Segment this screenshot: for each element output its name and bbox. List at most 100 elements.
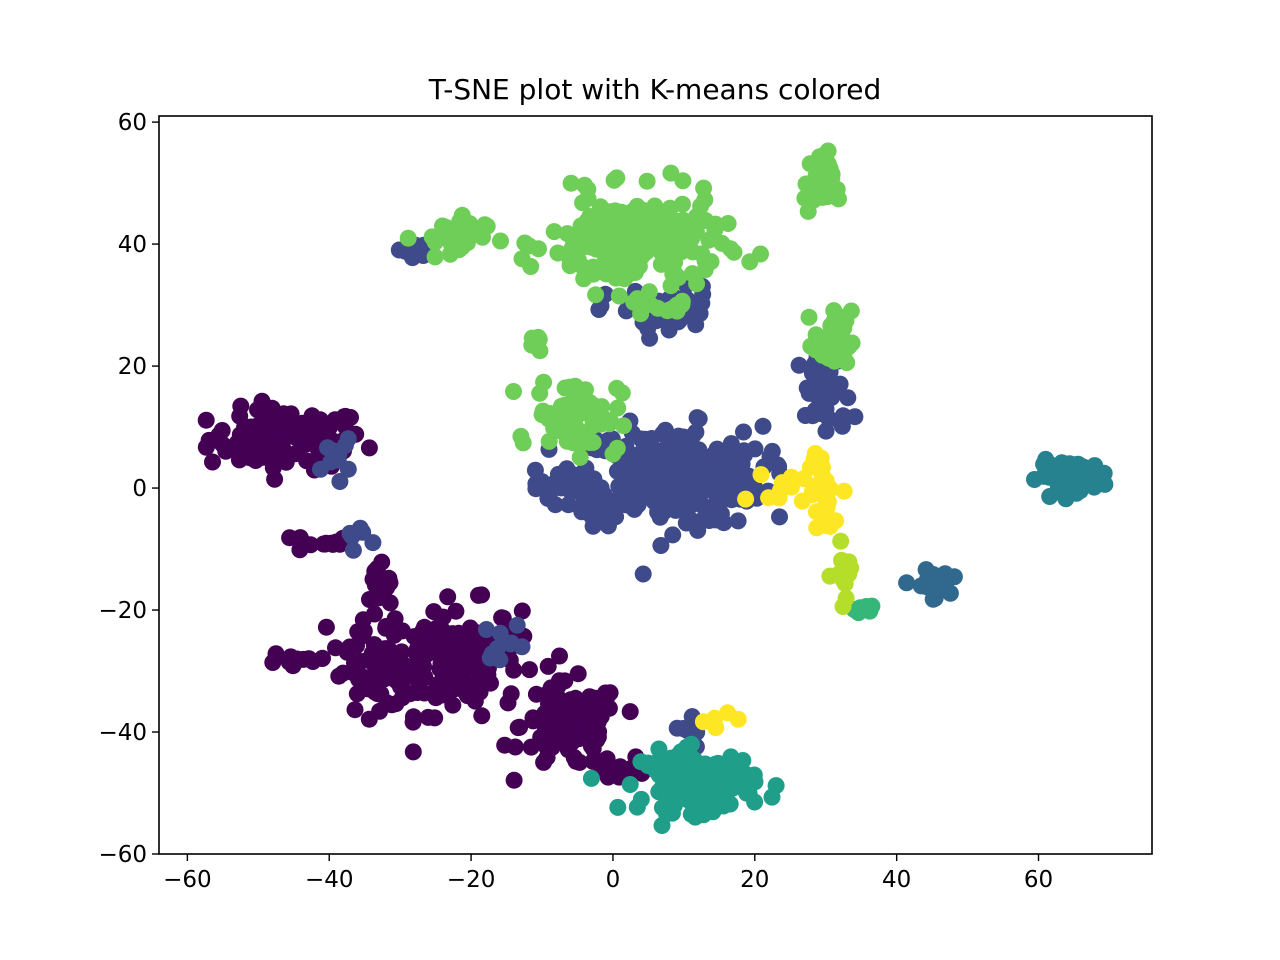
- scatter-point: [549, 465, 567, 483]
- scatter-point: [790, 356, 808, 374]
- scatter-point: [255, 424, 273, 442]
- scatter-point: [608, 462, 626, 480]
- scatter-point: [721, 757, 739, 775]
- scatter-point: [582, 769, 600, 787]
- scatter-point: [817, 422, 835, 440]
- scatter-point: [735, 423, 752, 441]
- scatter-point: [491, 624, 509, 642]
- scatter-point: [729, 710, 747, 728]
- scatter-point: [516, 234, 534, 252]
- scatter-point: [556, 379, 574, 397]
- scatter-point: [492, 232, 509, 250]
- scatter-point: [708, 440, 726, 458]
- scatter-point: [586, 713, 604, 731]
- cluster-1-group: [312, 430, 357, 490]
- scatter-point: [586, 701, 603, 719]
- scatter-point: [568, 242, 586, 260]
- scatter-point: [562, 174, 580, 192]
- scatter-point: [331, 473, 349, 490]
- scatter-point: [662, 164, 680, 182]
- y-tick-label: 60: [118, 110, 147, 136]
- scatter-point: [627, 233, 645, 251]
- scatter-point: [770, 457, 788, 475]
- scatter-point: [330, 667, 348, 685]
- scatter-point: [621, 478, 639, 496]
- scatter-point: [659, 787, 677, 805]
- scatter-point: [204, 453, 221, 471]
- scatter-point: [651, 242, 669, 260]
- scatter-point: [346, 701, 364, 719]
- scatter-point: [493, 609, 511, 627]
- scatter-point: [434, 644, 452, 662]
- scatter-point: [838, 354, 856, 372]
- scatter-point: [350, 670, 368, 688]
- scatter-point: [692, 470, 710, 488]
- scatter-point: [314, 649, 331, 667]
- scatter-point: [832, 563, 850, 581]
- scatter-point: [704, 777, 722, 795]
- scatter-point: [582, 489, 599, 506]
- scatter-point: [674, 751, 692, 769]
- cluster-0-group: [264, 645, 331, 675]
- scatter-point: [924, 566, 942, 583]
- scatter-point: [763, 442, 781, 460]
- scatter-point: [232, 397, 250, 415]
- scatter-point: [457, 647, 474, 665]
- scatter-point: [427, 689, 445, 707]
- x-tick-label: 40: [882, 867, 911, 893]
- scatter-point: [832, 532, 850, 550]
- scatter-point: [594, 513, 612, 531]
- scatter-point: [627, 294, 645, 312]
- scatter-point: [210, 426, 228, 444]
- scatter-point: [533, 473, 551, 491]
- scatter-point: [573, 386, 590, 404]
- scatter-point: [585, 415, 603, 433]
- scatter-point: [217, 442, 235, 460]
- scatter-point: [404, 713, 422, 731]
- scatter-point: [348, 685, 366, 703]
- scatter-point: [767, 777, 785, 795]
- scatter-point: [665, 435, 683, 452]
- scatter-point: [746, 793, 764, 811]
- scatter-point: [829, 381, 846, 399]
- scatter-point: [580, 265, 597, 283]
- scatter-point: [551, 647, 568, 665]
- scatter-point: [298, 452, 316, 470]
- cluster-3-group: [1026, 450, 1114, 508]
- scatter-point: [426, 709, 444, 727]
- scatter-point: [327, 639, 344, 657]
- scatter-point: [344, 541, 362, 559]
- scatter-point: [821, 517, 839, 535]
- scatter-point: [444, 625, 462, 643]
- scatter-point: [609, 264, 627, 282]
- scatter-point: [506, 738, 524, 756]
- scatter-point: [281, 409, 299, 427]
- scatter-point: [404, 743, 422, 761]
- scatter-point: [473, 586, 491, 604]
- scatter-point: [662, 277, 680, 295]
- scatter-point: [626, 251, 644, 269]
- scatter-point: [670, 236, 688, 254]
- scatter-point: [674, 720, 692, 737]
- y-tick-label: 20: [118, 354, 147, 380]
- scatter-point: [713, 234, 731, 252]
- scatter-point: [535, 753, 553, 771]
- scatter-point: [1074, 458, 1092, 476]
- scatter-point: [295, 650, 312, 668]
- scatter-point: [658, 805, 675, 823]
- scatter-point: [404, 249, 421, 267]
- points-layer: [197, 142, 1114, 834]
- scatter-point: [604, 445, 622, 463]
- scatter-point: [610, 287, 628, 305]
- scatter-point: [317, 618, 335, 636]
- scatter-point: [628, 197, 646, 215]
- scatter-point: [632, 790, 650, 808]
- scatter-point: [805, 191, 823, 209]
- scatter-point: [287, 425, 305, 443]
- scatter-point: [574, 464, 592, 482]
- scatter-point: [360, 710, 378, 728]
- plot-frame: [158, 115, 1153, 855]
- scatter-point: [796, 407, 814, 424]
- y-tick-label: −20: [98, 598, 147, 624]
- scatter-point: [564, 483, 582, 501]
